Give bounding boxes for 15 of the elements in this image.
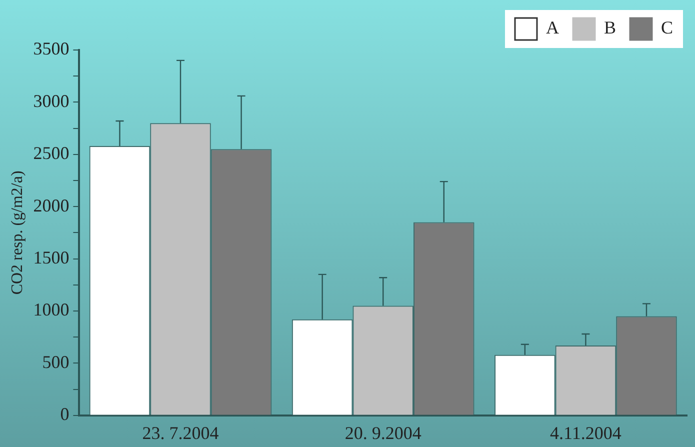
y-axis-title: CO2 resp. (g/m2/a): [8, 170, 26, 295]
y-tick-label: 0: [60, 404, 70, 424]
y-tick-label: 3500: [33, 38, 70, 59]
y-tick-label: 500: [42, 352, 70, 372]
x-tick-label: 23. 7.2004: [142, 422, 219, 443]
x-tick-label: 20. 9.2004: [344, 422, 422, 443]
y-tick-label: 1000: [33, 300, 70, 320]
legend-label: B: [604, 18, 616, 38]
y-tick-label: 3000: [33, 90, 70, 111]
y-tick-label: 1500: [33, 248, 70, 268]
x-tick-label: 4.11.2004: [550, 422, 622, 443]
y-tick-label: 2500: [33, 143, 70, 164]
legend-label: C: [660, 18, 674, 38]
y-tick-label: 2000: [33, 195, 70, 216]
legend-label: A: [546, 18, 559, 38]
